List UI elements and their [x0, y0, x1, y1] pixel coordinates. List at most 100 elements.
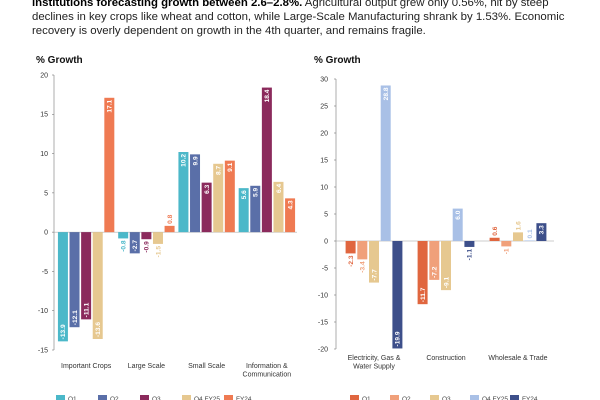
legend-label: Q4 FY25 [482, 396, 508, 400]
bar-q2 [69, 232, 80, 328]
y-tick-label: 5 [44, 190, 48, 197]
data-label: -11.7 [420, 287, 427, 302]
data-label: 28.8 [383, 87, 390, 100]
bar-q1 [417, 241, 428, 305]
category-label: Important Crops [61, 363, 112, 370]
bar-q1 [238, 188, 249, 233]
data-label: 17.1 [107, 99, 114, 112]
legend-swatch [140, 395, 149, 400]
bar-q1 [178, 152, 189, 233]
y-tick-label: -20 [318, 346, 328, 353]
bar-q3 [369, 241, 379, 283]
data-label: -12.1 [72, 310, 79, 325]
legend-label: Q3 [152, 396, 161, 400]
chart-right: % Growth-20-15-10-5051015202530-2.3-3.4-… [314, 55, 554, 400]
y-tick-label: -5 [322, 265, 328, 272]
data-label: -3.4 [360, 261, 367, 273]
y-tick-label: 10 [320, 184, 328, 191]
y-tick-label: -5 [42, 269, 48, 276]
bar-q3 [513, 232, 523, 241]
data-label: -1 [504, 248, 511, 254]
legend-label: FY24 [236, 396, 252, 400]
bar-q4-fy25 [524, 240, 535, 242]
bar-q4-fy25 [452, 208, 463, 241]
data-label: 0.6 [492, 226, 499, 235]
bar-q2 [190, 154, 201, 233]
legend-label: Q3 [442, 396, 451, 400]
legend-label: Q2 [110, 396, 119, 400]
legend-label: Q1 [68, 396, 77, 400]
legend-label: Q2 [402, 396, 411, 400]
y-tick-label: -10 [318, 292, 328, 299]
category-label: Large Scale [128, 363, 165, 370]
data-label: 0.1 [527, 229, 534, 238]
data-label: -9.1 [443, 276, 450, 288]
bar-q2 [429, 241, 440, 280]
bar-q4-fy25 [92, 232, 103, 339]
intro-paragraph: institutions forecasting growth between … [32, 0, 577, 39]
data-label: -2.7 [132, 240, 139, 252]
bar-q2 [357, 241, 368, 260]
bar-q4-fy25 [213, 163, 224, 233]
bar-fy24 [224, 160, 235, 233]
legend-swatch [390, 395, 399, 400]
bar-q3 [81, 232, 92, 320]
y-tick-label: 0 [44, 230, 48, 237]
y-axis-title: % Growth [36, 55, 83, 66]
bar-q1 [57, 232, 68, 342]
data-label: -13.9 [60, 324, 67, 339]
data-label: -2.3 [348, 255, 355, 267]
bar-q1 [489, 237, 500, 241]
data-label: -11.1 [83, 302, 90, 317]
legend-label: Q1 [362, 396, 371, 400]
bar-q2 [501, 241, 512, 247]
legend-swatch [182, 395, 191, 400]
category-label: Small Scale [188, 363, 225, 370]
legend-swatch [98, 395, 107, 400]
chart-left: % Growth-15-10-505101520-13.9-12.1-11.1-… [36, 55, 297, 400]
data-label: 4.3 [287, 200, 294, 209]
legend-label: FY24 [522, 396, 538, 400]
data-label: 5.6 [241, 190, 248, 199]
bar-fy24 [104, 97, 115, 233]
data-label: -7.7 [371, 269, 378, 281]
data-label: -7.2 [432, 266, 439, 278]
data-label: 3.3 [539, 225, 546, 234]
bar-fy24 [285, 198, 296, 233]
bar-q3 [201, 182, 212, 233]
legend-swatch [350, 395, 359, 400]
data-label: 5.9 [253, 187, 260, 196]
bar-q4-fy25 [380, 85, 391, 241]
bar-q3 [141, 232, 152, 240]
data-label: -19.9 [395, 331, 402, 346]
data-label: -0.9 [144, 241, 151, 253]
bar-fy24 [164, 225, 175, 233]
y-tick-label: 15 [40, 112, 48, 119]
data-label: 18.4 [264, 89, 271, 102]
bar-fy24 [392, 241, 403, 349]
legend-swatch [470, 395, 479, 400]
y-axis-title: % Growth [314, 55, 361, 66]
y-tick-label: 5 [324, 211, 328, 218]
y-tick-label: 25 [320, 103, 328, 110]
legend-swatch [430, 395, 439, 400]
y-tick-label: 30 [320, 76, 328, 83]
y-tick-label: 10 [40, 151, 48, 158]
intro-bold: institutions forecasting growth between … [32, 0, 303, 9]
category-label: Electricity, Gas & Water Supply [348, 355, 401, 371]
data-label: -0.8 [120, 240, 127, 252]
bar-q1 [345, 241, 356, 254]
data-label: -1.1 [467, 249, 474, 261]
intro-text: Agricultural output grew only 0.56%, hit… [32, 0, 565, 38]
bar-q2 [250, 185, 261, 233]
data-label: 0.8 [167, 214, 174, 223]
category-label: Wholesale & Trade [488, 355, 547, 362]
y-tick-label: -10 [38, 308, 48, 315]
data-label: 10.2 [181, 154, 188, 167]
legend-label: Q4 FY25 [194, 396, 220, 400]
category-label: Construction [426, 355, 465, 362]
y-tick-label: -15 [38, 347, 48, 354]
bar-fy24 [464, 241, 475, 247]
legend-swatch [56, 395, 65, 400]
legend-swatch [224, 395, 233, 400]
